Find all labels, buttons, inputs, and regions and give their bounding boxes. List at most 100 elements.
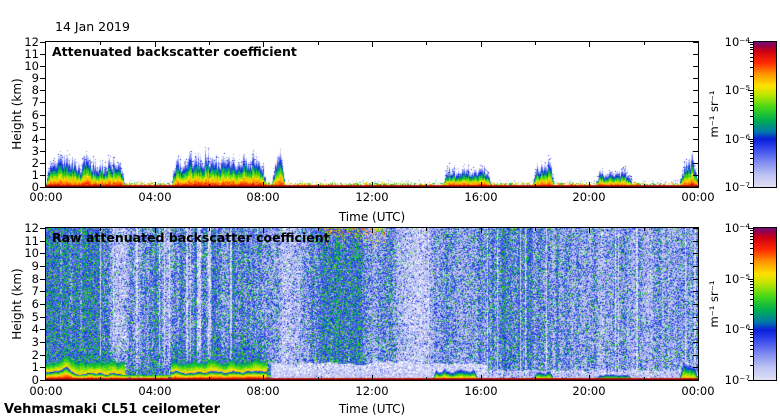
x-tick — [372, 228, 373, 233]
x-tick — [481, 182, 482, 187]
panel-title-raw: Raw attenuated backscatter coefficient — [52, 230, 330, 245]
y-tick — [40, 127, 45, 128]
heatmap-canvas-raw — [46, 228, 698, 380]
colorbar-minor-tick — [750, 53, 753, 54]
colorbar-minor-tick — [750, 98, 753, 99]
colorbar-tick-label: 10⁻⁵ — [724, 83, 750, 97]
y-tick — [40, 355, 45, 356]
y-tick — [40, 367, 45, 368]
x-tick — [263, 375, 264, 380]
colorbar-minor-tick — [750, 263, 753, 264]
colorbar-minor-tick — [750, 254, 753, 255]
y-tick-label: 11 — [24, 234, 39, 248]
x-tick — [155, 182, 156, 187]
x-tick — [263, 228, 264, 233]
x-tick — [481, 375, 482, 380]
y-tick — [40, 329, 45, 330]
colorbar-minor-tick — [750, 314, 753, 315]
y-tick-label: 10 — [24, 246, 39, 260]
colorbar-minor-tick — [750, 332, 753, 333]
y-tick-label: 11 — [24, 47, 39, 61]
colorbar-minor-tick — [750, 243, 753, 244]
colorbar-minor-tick — [750, 67, 753, 68]
x-minor-tick — [209, 184, 210, 187]
y-tick — [40, 78, 45, 79]
y-tick — [693, 279, 698, 280]
y-tick-label: 6 — [31, 297, 39, 311]
x-minor-tick — [209, 42, 210, 45]
x-minor-tick — [318, 228, 319, 231]
colorbar-minor-tick — [750, 239, 753, 240]
colorbar-minor-tick — [750, 290, 753, 291]
colorbar-tick-label: 10⁻⁶ — [724, 322, 750, 336]
colorbar-minor-tick — [750, 116, 753, 117]
x-tick-label: 12:00 — [355, 384, 389, 398]
x-minor-tick — [426, 42, 427, 45]
colorbar-minor-tick — [750, 158, 753, 159]
y-tick — [40, 228, 45, 229]
colorbar-minor-tick — [750, 93, 753, 94]
colorbar-tick-label: 10⁻⁴ — [724, 221, 750, 235]
y-tick — [693, 115, 698, 116]
colorbar-minor-tick — [750, 124, 753, 125]
colorbar-minor-tick — [750, 110, 753, 111]
y-tick — [693, 355, 698, 356]
colorbar-minor-tick — [750, 287, 753, 288]
y-tick — [40, 253, 45, 254]
colorbar-minor-tick — [750, 172, 753, 173]
y-tick — [693, 151, 698, 152]
y-tick-label: 9 — [31, 71, 39, 85]
x-tick — [481, 228, 482, 233]
colorbar-tick — [748, 329, 753, 330]
y-tick-label: 0 — [31, 373, 39, 387]
y-tick — [40, 90, 45, 91]
colorbar-tick-label: 10⁻⁵ — [724, 272, 750, 286]
y-tick-label: 8 — [31, 272, 39, 286]
x-tick-label: 00:00 — [29, 190, 63, 204]
y-tick — [693, 175, 698, 176]
colorbar-minor-tick — [750, 149, 753, 150]
y-tick — [40, 266, 45, 267]
x-tick — [481, 42, 482, 47]
x-tick — [263, 42, 264, 47]
colorbar-minor-tick — [750, 95, 753, 96]
y-tick-label: 5 — [31, 310, 39, 324]
y-tick — [40, 241, 45, 242]
x-minor-tick — [644, 42, 645, 45]
y-tick-label: 12 — [24, 35, 39, 49]
colorbar-minor-tick — [750, 141, 753, 142]
x-tick — [155, 375, 156, 380]
y-tick — [693, 329, 698, 330]
colorbar-canvas-top — [754, 42, 776, 187]
y-tick — [40, 304, 45, 305]
colorbar-tick — [748, 380, 753, 381]
colorbar-minor-tick — [750, 49, 753, 50]
colorbar-minor-tick — [750, 61, 753, 62]
date-label: 14 Jan 2019 — [55, 19, 130, 34]
x-tick-label: 08:00 — [246, 190, 280, 204]
y-tick — [693, 228, 698, 229]
y-tick — [40, 163, 45, 164]
colorbar-minor-tick — [750, 44, 753, 45]
y-tick-label: 12 — [24, 221, 39, 235]
x-tick-label: 00:00 — [681, 384, 715, 398]
x-tick-label: 00:00 — [29, 384, 63, 398]
x-minor-tick — [209, 377, 210, 380]
y-tick — [40, 102, 45, 103]
y-tick — [693, 241, 698, 242]
colorbar-minor-tick — [750, 356, 753, 357]
colorbar-minor-tick — [750, 248, 753, 249]
x-minor-tick — [100, 42, 101, 45]
y-tick — [693, 90, 698, 91]
x-tick-label: 00:00 — [681, 190, 715, 204]
y-tick-label: 4 — [31, 132, 39, 146]
y-tick — [40, 342, 45, 343]
y-tick — [40, 380, 45, 381]
colorbar-minor-tick — [750, 281, 753, 282]
colorbar-minor-tick — [750, 57, 753, 58]
x-minor-tick — [644, 377, 645, 380]
heatmap-canvas-attenuated — [46, 42, 698, 187]
colorbar-minor-tick — [750, 345, 753, 346]
x-tick — [372, 42, 373, 47]
